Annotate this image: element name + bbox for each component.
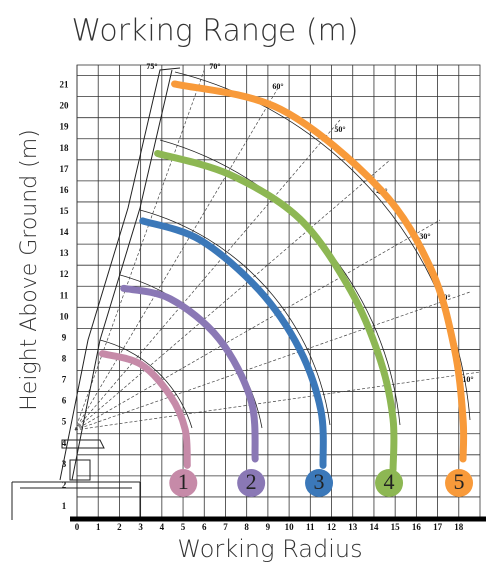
y-tick-label: 7 (62, 375, 67, 385)
angle-label: 30° (419, 232, 430, 241)
range-curve (154, 149, 398, 474)
series-badge (445, 469, 474, 497)
x-tick-label: 7 (223, 522, 228, 532)
guide-line (74, 119, 341, 431)
x-tick-label: 12 (327, 522, 337, 532)
guide-line (74, 87, 279, 431)
guide-line (74, 371, 481, 431)
series-badge (375, 469, 404, 497)
range-curve (171, 80, 468, 463)
y-tick-label: 8 (62, 354, 67, 364)
series-badge (237, 469, 266, 497)
range-arc (139, 209, 331, 426)
range-curve (120, 284, 259, 463)
range-arc (159, 139, 401, 426)
x-axis-label: Working Radius (177, 535, 362, 563)
angle-label: 75° (146, 62, 157, 71)
range-arc (119, 274, 263, 429)
series-layer: 1 2 3 4 5 (98, 80, 474, 497)
angle-label: 10° (462, 375, 473, 384)
legend-label: 4 (384, 469, 395, 494)
y-tick-label: 13 (60, 248, 70, 258)
x-tick-label: 18 (454, 522, 464, 532)
chart-title: Working Range (m) (71, 14, 358, 49)
x-tick-label: 11 (306, 522, 315, 532)
y-tick-label: 1 (62, 501, 67, 511)
range-curve (98, 350, 191, 469)
y-axis-label: Height Above Ground (m) (17, 129, 42, 411)
y-tick-label: 10 (60, 311, 70, 321)
x-tick-label: 2 (117, 522, 122, 532)
angle-label: 60° (272, 82, 283, 91)
x-tick-label: 8 (244, 522, 249, 532)
x-tick-label: 15 (391, 522, 401, 532)
x-tick-label: 1 (96, 522, 101, 532)
y-tick-label: 6 (62, 396, 67, 406)
y-tick-label: 3 (62, 459, 67, 469)
range-arc (99, 339, 193, 429)
y-tick-label: 16 (60, 185, 70, 195)
series-badge (305, 469, 334, 497)
x-tick-label: 5 (181, 522, 186, 532)
x-tick-label: 10 (285, 522, 295, 532)
range-curve (139, 217, 327, 469)
y-tick-label: 5 (62, 417, 67, 427)
x-tick-label: 14 (369, 522, 379, 532)
x-tick-label: 6 (202, 522, 207, 532)
y-tick-label: 11 (60, 290, 69, 300)
legend-label: 2 (246, 469, 257, 494)
y-tick-label: 19 (60, 122, 70, 132)
crane-base (61, 439, 105, 481)
angle-label: 50° (334, 125, 345, 134)
x-tick-label: 13 (348, 522, 358, 532)
x-tick-label: 3 (138, 522, 143, 532)
crane-drawing (11, 67, 181, 520)
y-tick-label: 18 (60, 143, 70, 153)
y-tick-label: 20 (60, 101, 70, 111)
y-tick-label: 17 (60, 164, 70, 174)
angle-label: 70° (209, 62, 220, 71)
y-tick-label: 14 (60, 227, 70, 237)
legend-label: 3 (314, 469, 325, 494)
y-tick-label: 12 (60, 269, 70, 279)
y-tick-label: 15 (60, 206, 70, 216)
guide-line (74, 159, 391, 431)
series-badge (169, 469, 198, 497)
crane-outline (11, 67, 181, 520)
y-tick-label: 4 (62, 438, 67, 448)
y-tick-label: 21 (60, 80, 70, 90)
y-tick-label: 2 (62, 480, 67, 490)
x-tick-label: 17 (433, 522, 443, 532)
x-tick-label: 9 (266, 522, 271, 532)
x-tick-label: 16 (412, 522, 422, 532)
legend-label: 5 (454, 469, 465, 494)
guide-line (74, 67, 206, 431)
y-tick-label: 9 (62, 332, 67, 342)
guide-line (74, 219, 441, 431)
x-tick-label: 4 (160, 522, 165, 532)
x-tick-label: 0 (75, 522, 80, 532)
legend-label: 1 (178, 469, 189, 494)
